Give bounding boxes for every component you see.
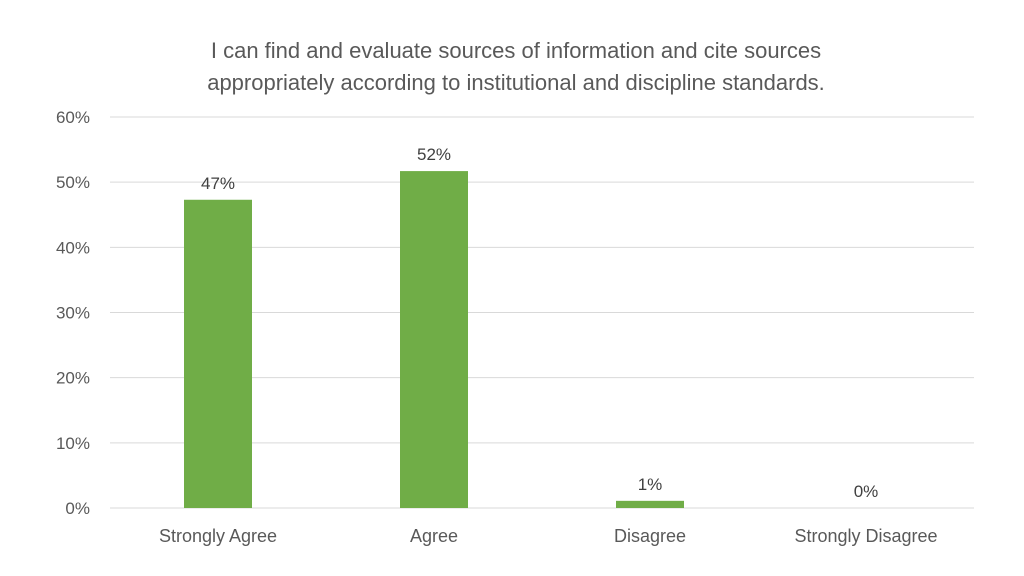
bar — [400, 171, 468, 509]
category-labels: Strongly Agree Agree Disagree Strongly Disa… — [159, 526, 938, 546]
y-tick-label: 40% — [56, 238, 90, 257]
data-label: 0% — [854, 482, 879, 501]
category-label: Disagree — [614, 526, 686, 546]
gridlines — [110, 116, 974, 509]
chart-title-line-2: appropriately according to institutional… — [207, 70, 825, 95]
y-tick-label: 0% — [65, 499, 90, 518]
chart-title-line-1: I can find and evaluate sources of infor… — [211, 38, 821, 63]
y-tick-label: 50% — [56, 173, 90, 192]
data-label: 1% — [638, 475, 663, 494]
category-label: Agree — [410, 526, 458, 546]
y-tick-label: 20% — [56, 369, 90, 388]
y-tick-label: 30% — [56, 304, 90, 323]
y-axis-tick-labels: 0% 10% 20% 30% 40% 50% 60% — [56, 108, 90, 518]
data-label: 47% — [201, 174, 235, 193]
category-label: Strongly Agree — [159, 526, 277, 546]
data-label: 52% — [417, 145, 451, 164]
y-tick-label: 60% — [56, 108, 90, 127]
bars — [184, 171, 684, 509]
category-label: Strongly Disagree — [794, 526, 937, 546]
bar — [184, 199, 252, 509]
data-labels: 47% 52% 1% 0% — [201, 145, 878, 501]
y-tick-label: 10% — [56, 434, 90, 453]
bar — [616, 500, 684, 508]
